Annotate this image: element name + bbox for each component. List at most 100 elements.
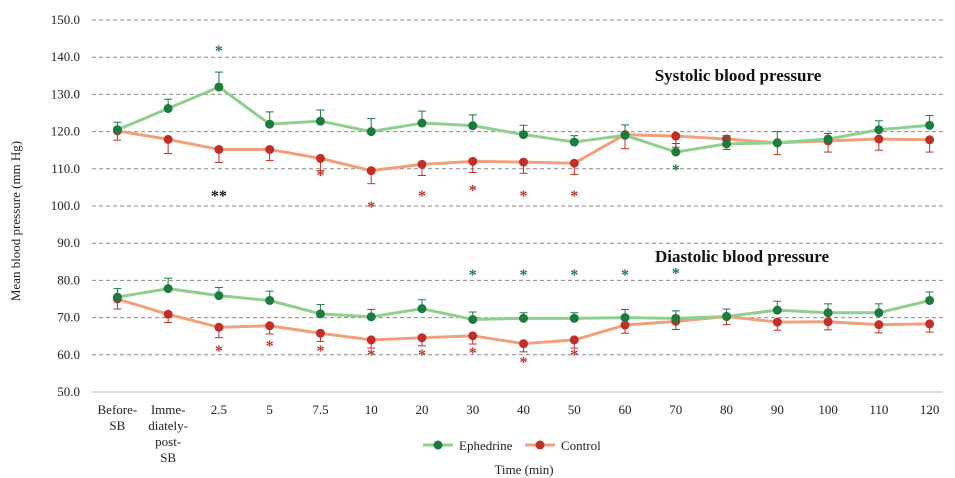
- significance-star: *: [621, 267, 629, 284]
- x-tick-label: 30: [466, 402, 479, 417]
- series-ephedrine-diastolic: [112, 277, 935, 324]
- panel-title-diastolic: Diastolic blood pressure: [655, 247, 830, 266]
- data-point: [315, 153, 325, 163]
- data-point: [569, 335, 579, 345]
- data-point: [722, 311, 732, 321]
- x-tick-label: 120: [920, 402, 940, 417]
- data-point: [874, 308, 884, 318]
- x-tick-label: 50: [568, 402, 581, 417]
- data-point: [772, 138, 782, 148]
- data-point: [265, 119, 275, 129]
- y-tick-label: 50.0: [57, 384, 80, 399]
- series-ephedrine-systolic: [112, 71, 935, 157]
- data-point: [519, 157, 528, 167]
- data-point: [315, 309, 325, 319]
- y-tick-label: 110.0: [51, 161, 80, 176]
- x-tick-label: 80: [720, 402, 733, 417]
- x-tick-label: 10: [365, 402, 378, 417]
- data-point: [112, 292, 122, 302]
- legend-label-control: Control: [561, 438, 601, 453]
- data-point: [874, 125, 884, 135]
- significance-star: *: [469, 345, 477, 362]
- legend-marker-ephedrine: [433, 440, 443, 450]
- data-point: [569, 313, 579, 323]
- x-tick-label: 100: [818, 402, 838, 417]
- data-point: [925, 295, 935, 305]
- data-point: [417, 304, 427, 314]
- x-tick-label: 7.5: [312, 402, 328, 417]
- x-tick-label: Before-SB: [98, 402, 138, 433]
- panel-title-systolic: Systolic blood pressure: [655, 66, 822, 85]
- significance-markers: ******* * * ** * * * ** * * * * ** *: [211, 43, 680, 371]
- significance-star: *: [266, 338, 274, 355]
- significance-star: *: [520, 188, 528, 205]
- data-point: [366, 335, 376, 345]
- y-tick-label: 100.0: [51, 198, 80, 213]
- y-tick-label: 70.0: [57, 310, 80, 325]
- y-tick-label: 60.0: [57, 347, 80, 362]
- significance-star: *: [672, 162, 680, 179]
- data-point: [214, 291, 224, 301]
- significance-star: *: [469, 182, 477, 199]
- x-tick-label: 70: [669, 402, 682, 417]
- data-point: [417, 333, 427, 343]
- legend-marker-control: [535, 440, 545, 450]
- significance-star: *: [215, 343, 223, 360]
- x-tick-label: 5: [266, 402, 273, 417]
- y-tick-labels: 50.0 60.0 70.0 80.0 90.0 100.0 110.0 120.0 130.0…: [51, 12, 80, 399]
- significance-star: *: [672, 266, 680, 283]
- significance-star: *: [215, 43, 223, 60]
- significance-star: *: [418, 347, 426, 364]
- data-point: [671, 147, 681, 157]
- data-point: [366, 166, 376, 176]
- gridlines: [92, 19, 943, 393]
- data-point: [569, 158, 579, 168]
- x-tick-labels: Before-SB Imme-diately-post-SB 2.5 5 7.5 10 20…: [98, 402, 940, 465]
- x-tick-label: 110: [869, 402, 888, 417]
- y-axis-label: Mean blood pressure (mm Hg): [8, 141, 23, 301]
- x-axis-label: Time (min): [494, 462, 553, 477]
- data-point: [671, 313, 681, 323]
- data-point: [163, 309, 173, 319]
- data-point: [620, 313, 630, 323]
- data-point: [366, 312, 376, 322]
- data-point: [722, 139, 732, 149]
- y-tick-label: 90.0: [57, 235, 80, 250]
- data-point: [468, 331, 478, 341]
- significance-star: *: [469, 267, 477, 284]
- data-point: [315, 116, 325, 126]
- data-point: [620, 320, 630, 330]
- legend-label-ephedrine: Ephedrine: [459, 438, 513, 453]
- data-point: [569, 137, 579, 147]
- y-tick-label: 150.0: [51, 12, 80, 27]
- data-point: [772, 317, 782, 327]
- data-point: [214, 144, 224, 154]
- data-point: [519, 313, 528, 323]
- data-point: [468, 156, 478, 166]
- data-point: [214, 322, 224, 332]
- data-point: [823, 317, 833, 327]
- data-point: [214, 82, 224, 92]
- series-control-diastolic: [112, 294, 935, 353]
- significance-star: *: [367, 199, 375, 216]
- data-point: [417, 159, 427, 169]
- significance-star: *: [520, 354, 528, 371]
- data-point: [671, 131, 681, 141]
- significance-star: *: [570, 347, 578, 364]
- data-point: [265, 321, 275, 331]
- data-point: [468, 314, 478, 324]
- data-point: [874, 134, 884, 144]
- data-point: [417, 118, 427, 128]
- y-tick-label: 140.0: [51, 49, 80, 64]
- data-point: [925, 319, 935, 329]
- x-tick-label: Imme-diately-post-SB: [148, 402, 188, 465]
- y-tick-label: 80.0: [57, 272, 80, 287]
- data-point: [163, 284, 173, 294]
- data-point: [874, 320, 884, 330]
- data-point: [468, 121, 478, 131]
- x-tick-label: 60: [619, 402, 632, 417]
- significance-star: *: [520, 267, 528, 284]
- data-point: [163, 104, 173, 114]
- data-point: [823, 134, 833, 144]
